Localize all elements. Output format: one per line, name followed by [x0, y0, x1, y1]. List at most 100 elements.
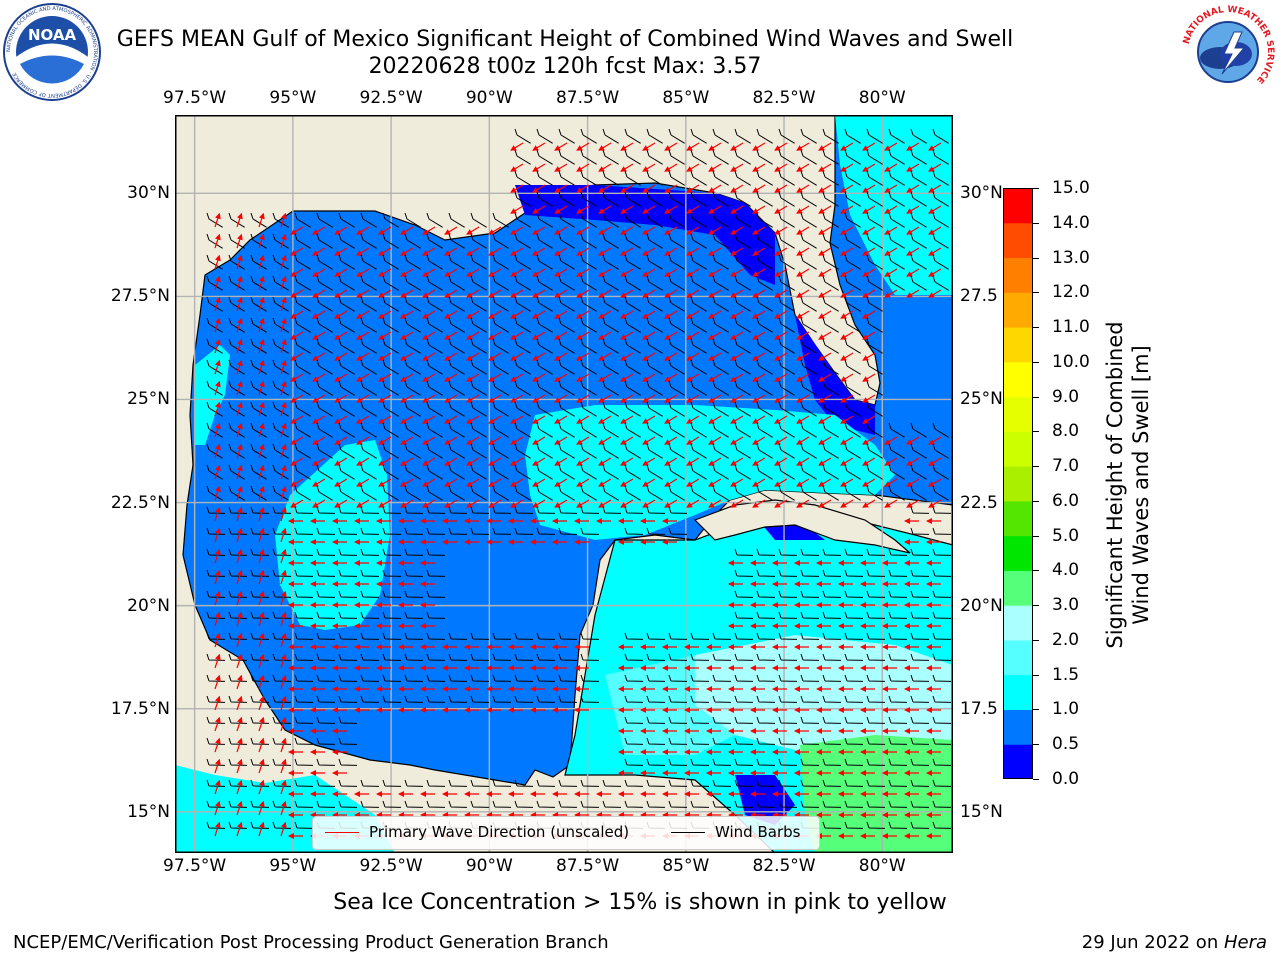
wind-barb — [404, 443, 421, 459]
wind-barb — [602, 317, 619, 333]
wave-arrow — [258, 317, 265, 333]
wave-arrow — [928, 142, 942, 151]
wind-barb — [756, 149, 773, 165]
wind-barb — [536, 317, 553, 333]
wave-arrow — [906, 142, 920, 151]
wave-arrow — [576, 205, 590, 214]
wind-barb — [712, 338, 729, 354]
colorbar-tick: 11.0 — [1052, 317, 1090, 338]
wave-arrow — [258, 422, 265, 438]
wave-arrow — [796, 184, 810, 193]
wave-arrow — [862, 205, 876, 214]
wind-barb — [360, 212, 377, 228]
wave-arrow — [378, 394, 392, 403]
wave-arrow — [906, 289, 920, 298]
wave-arrow — [554, 226, 568, 235]
wave-arrow — [290, 310, 304, 319]
wave-arrow — [532, 373, 546, 382]
wave-arrow — [708, 394, 722, 403]
colorbar-band — [1003, 535, 1033, 571]
wind-barb — [822, 422, 839, 438]
wave-arrow — [598, 352, 612, 361]
wave-arrow — [444, 331, 458, 340]
wind-barb — [822, 170, 839, 186]
wave-arrow — [708, 352, 722, 361]
wave-arrow — [290, 373, 304, 382]
wave-arrow — [686, 415, 700, 424]
wave-arrow — [774, 226, 788, 235]
wind-barb — [668, 296, 685, 312]
wind-barb — [514, 359, 531, 375]
colorbar-band — [1003, 605, 1033, 641]
wind-barb — [558, 380, 575, 396]
wind-barb — [712, 275, 729, 291]
wave-arrow — [620, 268, 634, 277]
wind-barb — [492, 380, 509, 396]
right-lat-label: 20°N — [960, 595, 1003, 616]
wind-barb — [514, 233, 531, 249]
wind-line-swatch — [671, 831, 705, 833]
wave-arrow — [378, 415, 392, 424]
legend: Primary Wave Direction (unscaled) Wind B… — [312, 816, 820, 850]
wave-arrow — [554, 331, 568, 340]
wind-barb — [778, 128, 795, 144]
wind-barb — [338, 359, 355, 375]
wind-barb — [492, 317, 509, 333]
wind-barb — [514, 317, 531, 333]
colorbar-tick-mark — [1033, 744, 1039, 746]
wind-barb — [866, 338, 883, 354]
wind-barb — [910, 170, 927, 186]
wind-barb — [756, 233, 773, 249]
wind-barb — [580, 149, 597, 165]
wave-arrow — [356, 457, 370, 466]
wind-barb — [646, 401, 663, 417]
wave-arrow — [598, 163, 612, 172]
wave-arrow — [334, 373, 348, 382]
wind-barb — [646, 170, 663, 186]
wind-barb — [668, 380, 685, 396]
wind-barb — [470, 317, 487, 333]
wind-barb — [536, 149, 553, 165]
wind-barb — [426, 380, 443, 396]
wind-barb — [844, 359, 861, 375]
wind-barb — [492, 443, 509, 459]
wave-arrow — [510, 184, 524, 193]
wave-arrow — [620, 184, 634, 193]
wave-arrow — [730, 331, 744, 340]
wind-barb — [382, 296, 399, 312]
wind-barb — [360, 401, 377, 417]
wind-barb — [888, 170, 905, 186]
wave-arrow — [752, 394, 766, 403]
wave-arrow — [532, 268, 546, 277]
lightcyan-zone — [695, 635, 953, 755]
wind-barb — [646, 317, 663, 333]
wave-arrow — [444, 247, 458, 256]
wind-barb — [316, 380, 333, 396]
wave-arrow — [488, 352, 502, 361]
wind-barb — [668, 254, 685, 270]
wave-arrow — [708, 289, 722, 298]
wind-barb — [646, 254, 663, 270]
wind-barb — [624, 233, 641, 249]
wind-barb — [910, 149, 927, 165]
wave-arrow — [818, 415, 832, 424]
wind-barb — [734, 380, 751, 396]
wind-barb — [932, 170, 949, 186]
wave-arrow — [818, 289, 832, 298]
wave-arrow — [620, 289, 634, 298]
wave-arrow — [488, 247, 502, 256]
wave-arrow — [818, 184, 832, 193]
colorbar-band — [1003, 361, 1033, 398]
wind-barb — [712, 254, 729, 270]
wind-barb — [602, 359, 619, 375]
wind-barb — [558, 275, 575, 291]
colorbar-tick-mark — [1033, 396, 1039, 398]
wave-arrow — [752, 226, 766, 235]
footer-organization: NCEP/EMC/Verification Post Processing Pr… — [13, 932, 609, 953]
wave-arrow — [796, 205, 810, 214]
wave-arrow — [928, 205, 942, 214]
wind-barb — [536, 254, 553, 270]
wind-barb — [294, 443, 311, 459]
wave-arrow — [510, 142, 524, 151]
wind-barb — [932, 422, 949, 438]
